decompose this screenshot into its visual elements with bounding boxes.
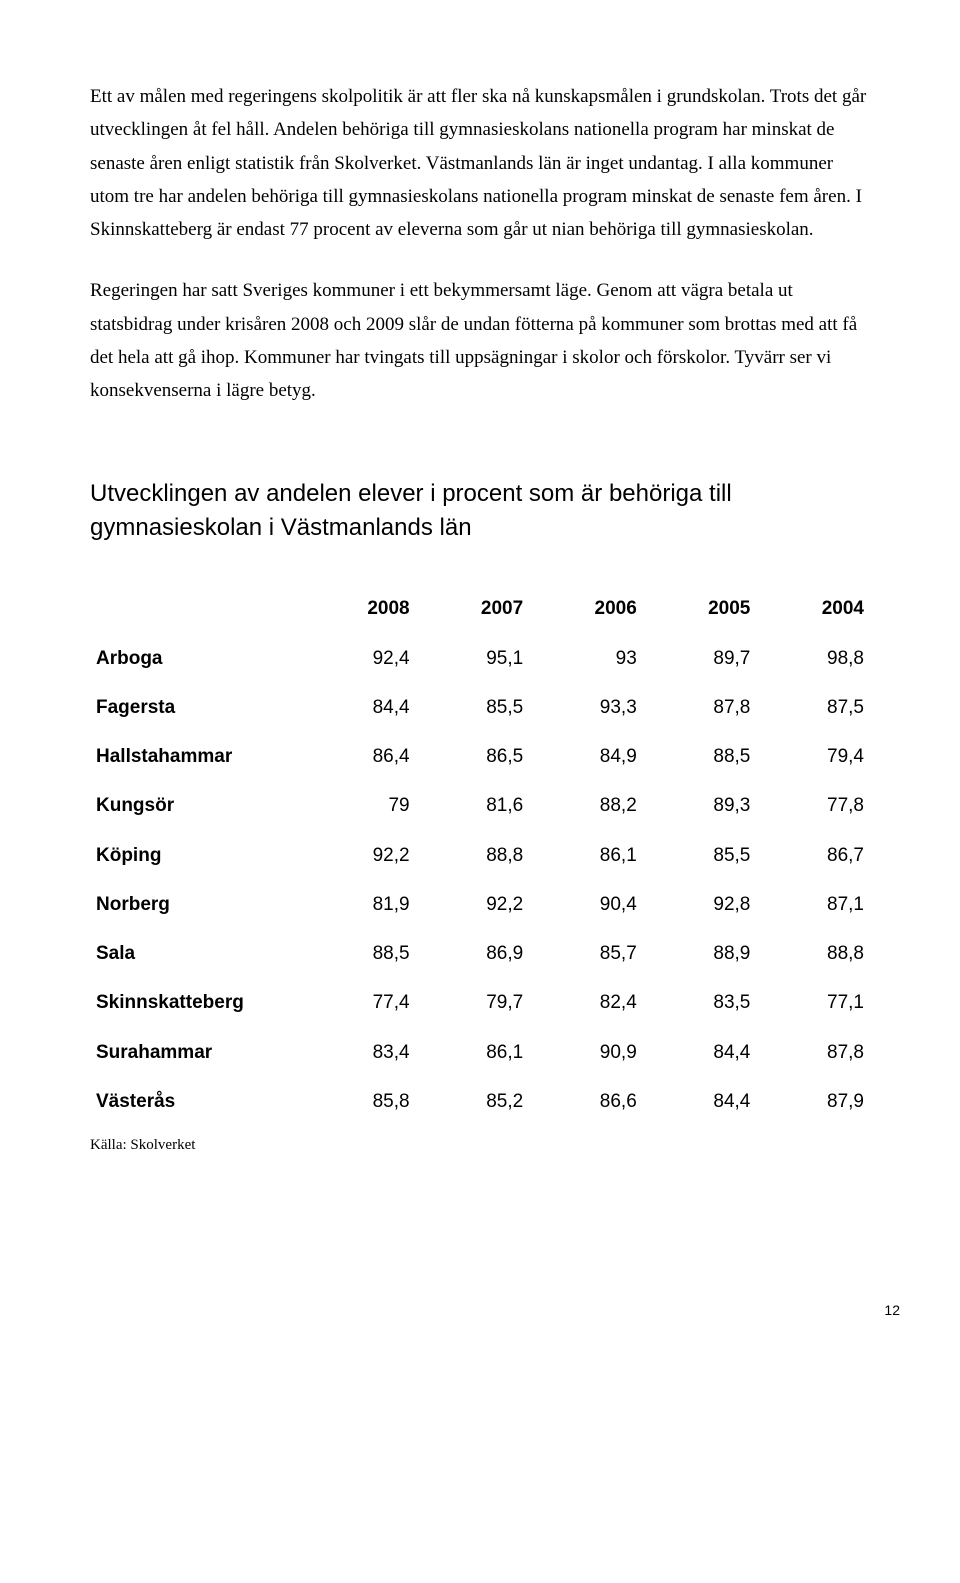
table-cell: 86,7 bbox=[756, 831, 870, 880]
table-heading: Utvecklingen av andelen elever i procent… bbox=[90, 477, 870, 544]
table-row: Arboga92,495,19389,798,8 bbox=[90, 634, 870, 683]
table-row: Surahammar83,486,190,984,487,8 bbox=[90, 1028, 870, 1077]
table-cell: 79,4 bbox=[756, 732, 870, 781]
table-row: Norberg81,992,290,492,887,1 bbox=[90, 880, 870, 929]
table-cell: 98,8 bbox=[756, 634, 870, 683]
table-header-col: 2005 bbox=[643, 584, 757, 633]
table-cell: 88,8 bbox=[416, 831, 530, 880]
table-cell: 86,1 bbox=[529, 831, 643, 880]
table-row-label: Surahammar bbox=[90, 1028, 302, 1077]
table-cell: 87,8 bbox=[643, 683, 757, 732]
table-row-label: Skinnskatteberg bbox=[90, 978, 302, 1027]
table-cell: 81,6 bbox=[416, 781, 530, 830]
table-cell: 87,5 bbox=[756, 683, 870, 732]
table-row-label: Västerås bbox=[90, 1077, 302, 1126]
table-cell: 85,8 bbox=[302, 1077, 416, 1126]
table-cell: 89,7 bbox=[643, 634, 757, 683]
body-paragraph-2: Regeringen har satt Sveriges kommuner i … bbox=[90, 274, 870, 407]
table-cell: 93,3 bbox=[529, 683, 643, 732]
table-cell: 84,4 bbox=[643, 1028, 757, 1077]
table-cell: 92,2 bbox=[416, 880, 530, 929]
table-cell: 86,1 bbox=[416, 1028, 530, 1077]
table-cell: 90,4 bbox=[529, 880, 643, 929]
table-header-col: 2006 bbox=[529, 584, 643, 633]
table-cell: 93 bbox=[529, 634, 643, 683]
table-row-label: Hallstahammar bbox=[90, 732, 302, 781]
table-cell: 84,4 bbox=[302, 683, 416, 732]
table-cell: 85,2 bbox=[416, 1077, 530, 1126]
table-cell: 84,9 bbox=[529, 732, 643, 781]
table-cell: 95,1 bbox=[416, 634, 530, 683]
table-cell: 88,2 bbox=[529, 781, 643, 830]
table-row-label: Sala bbox=[90, 929, 302, 978]
table-cell: 88,8 bbox=[756, 929, 870, 978]
table-row: Sala88,586,985,788,988,8 bbox=[90, 929, 870, 978]
table-cell: 79 bbox=[302, 781, 416, 830]
table-row-label: Kungsör bbox=[90, 781, 302, 830]
table-row: Kungsör7981,688,289,377,8 bbox=[90, 781, 870, 830]
table-cell: 88,5 bbox=[302, 929, 416, 978]
table-cell: 87,1 bbox=[756, 880, 870, 929]
table-cell: 90,9 bbox=[529, 1028, 643, 1077]
table-row-label: Köping bbox=[90, 831, 302, 880]
table-cell: 85,7 bbox=[529, 929, 643, 978]
table-source: Källa: Skolverket bbox=[90, 1132, 870, 1158]
table-row: Fagersta84,485,593,387,887,5 bbox=[90, 683, 870, 732]
table-cell: 83,4 bbox=[302, 1028, 416, 1077]
table-cell: 92,2 bbox=[302, 831, 416, 880]
table-cell: 92,4 bbox=[302, 634, 416, 683]
table-header-row: 2008 2007 2006 2005 2004 bbox=[90, 584, 870, 633]
table-cell: 86,9 bbox=[416, 929, 530, 978]
table-cell: 86,4 bbox=[302, 732, 416, 781]
table-cell: 87,9 bbox=[756, 1077, 870, 1126]
table-cell: 87,8 bbox=[756, 1028, 870, 1077]
table-cell: 77,1 bbox=[756, 978, 870, 1027]
table-row-label: Norberg bbox=[90, 880, 302, 929]
table-header-col: 2004 bbox=[756, 584, 870, 633]
table-row-label: Arboga bbox=[90, 634, 302, 683]
table-cell: 84,4 bbox=[643, 1077, 757, 1126]
table-row: Västerås85,885,286,684,487,9 bbox=[90, 1077, 870, 1126]
table-cell: 88,5 bbox=[643, 732, 757, 781]
table-row: Köping92,288,886,185,586,7 bbox=[90, 831, 870, 880]
table-cell: 85,5 bbox=[416, 683, 530, 732]
table-cell: 81,9 bbox=[302, 880, 416, 929]
table-row-label: Fagersta bbox=[90, 683, 302, 732]
table-cell: 85,5 bbox=[643, 831, 757, 880]
table-cell: 79,7 bbox=[416, 978, 530, 1027]
table-cell: 83,5 bbox=[643, 978, 757, 1027]
table-cell: 89,3 bbox=[643, 781, 757, 830]
table-cell: 86,6 bbox=[529, 1077, 643, 1126]
page-number: 12 bbox=[884, 1298, 900, 1323]
eligibility-table: 2008 2007 2006 2005 2004 Arboga92,495,19… bbox=[90, 584, 870, 1126]
table-row: Skinnskatteberg77,479,782,483,577,1 bbox=[90, 978, 870, 1027]
table-header-col: 2007 bbox=[416, 584, 530, 633]
table-cell: 92,8 bbox=[643, 880, 757, 929]
table-cell: 88,9 bbox=[643, 929, 757, 978]
table-cell: 86,5 bbox=[416, 732, 530, 781]
body-paragraph-1: Ett av målen med regeringens skolpolitik… bbox=[90, 80, 870, 246]
table-header-col: 2008 bbox=[302, 584, 416, 633]
table-header-empty bbox=[90, 584, 302, 633]
table-cell: 77,8 bbox=[756, 781, 870, 830]
table-cell: 82,4 bbox=[529, 978, 643, 1027]
table-cell: 77,4 bbox=[302, 978, 416, 1027]
table-row: Hallstahammar86,486,584,988,579,4 bbox=[90, 732, 870, 781]
